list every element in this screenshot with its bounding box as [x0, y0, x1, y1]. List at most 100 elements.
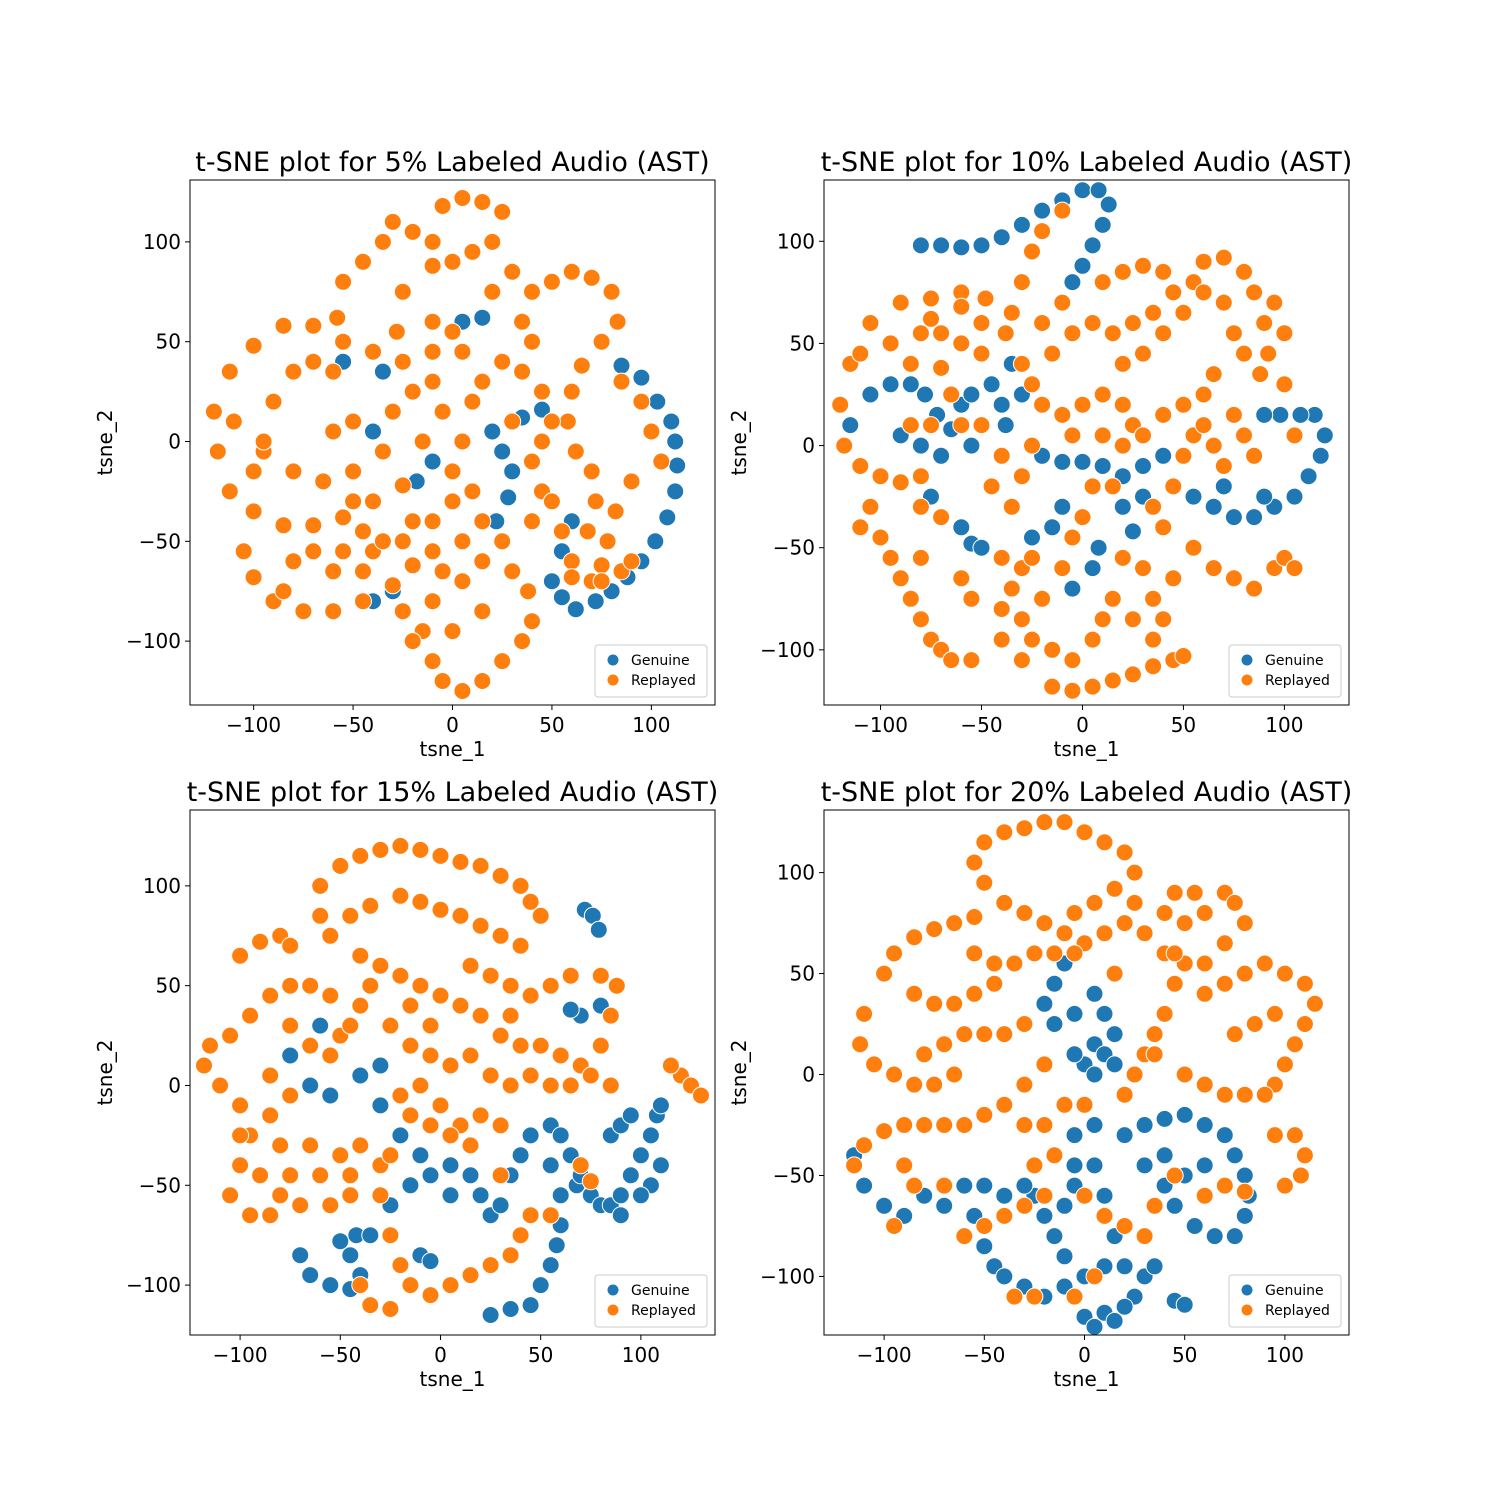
point-replayed-6 [208, 442, 227, 461]
legend-label-replayed: Replayed [631, 673, 696, 689]
point-replayed-46 [391, 836, 410, 855]
point-genuine-14 [1063, 273, 1082, 292]
point-replayed-146 [373, 532, 392, 551]
point-replayed-49 [513, 312, 532, 331]
point-replayed-103 [1285, 1126, 1304, 1145]
point-replayed-78 [1235, 914, 1254, 933]
point-replayed-151 [922, 309, 940, 328]
point-replayed-66 [234, 542, 253, 561]
point-replayed-69 [1245, 283, 1264, 302]
point-replayed-111 [955, 1227, 974, 1246]
point-replayed-62 [451, 906, 470, 925]
point-replayed-144 [433, 562, 452, 581]
point-replayed-1 [851, 1035, 870, 1054]
point-replayed-29 [373, 232, 392, 251]
point-replayed-154 [1154, 405, 1173, 424]
point-replayed-33 [942, 651, 961, 670]
point-replayed-126 [1065, 1287, 1084, 1306]
point-replayed-35 [321, 1196, 340, 1215]
point-replayed-74 [423, 542, 442, 561]
point-replayed-35 [851, 518, 870, 537]
point-replayed-95 [453, 572, 472, 591]
point-replayed-42 [311, 876, 330, 895]
point-replayed-65 [511, 936, 530, 955]
point-replayed-63 [471, 916, 490, 935]
point-replayed-102 [542, 412, 561, 431]
point-genuine-29 [1045, 1227, 1064, 1246]
point-replayed-63 [1154, 324, 1173, 343]
point-replayed-67 [1035, 1116, 1054, 1134]
point-genuine-50 [1135, 1116, 1154, 1134]
point-genuine-9 [1089, 181, 1108, 200]
point-replayed-116 [324, 562, 343, 581]
point-genuine-26 [364, 422, 382, 441]
point-replayed-11 [945, 914, 964, 933]
point-genuine-49 [1184, 487, 1203, 506]
point-replayed-53 [1093, 273, 1112, 292]
point-replayed-96 [473, 552, 492, 571]
point-replayed-30 [354, 252, 372, 271]
point-replayed-120 [1145, 1196, 1164, 1215]
x-tick-label: −50 [319, 1343, 361, 1367]
point-replayed-4 [905, 1075, 924, 1094]
point-genuine-17 [421, 1166, 440, 1185]
point-genuine-62 [371, 1096, 390, 1115]
point-replayed-110 [461, 1266, 480, 1285]
point-replayed-94 [992, 600, 1011, 618]
point-genuine-65 [541, 1156, 560, 1175]
scatter-points [204, 189, 687, 700]
point-replayed-56 [592, 332, 611, 351]
point-replayed-28 [975, 873, 994, 892]
point-replayed-42 [453, 189, 472, 207]
point-replayed-6 [831, 395, 850, 414]
point-replayed-139 [483, 282, 502, 301]
point-replayed-58 [995, 1095, 1014, 1114]
point-genuine-56 [1311, 446, 1330, 465]
point-replayed-90 [519, 582, 538, 601]
point-replayed-126 [552, 522, 571, 541]
point-replayed-36 [911, 497, 930, 516]
legend-marker-replayed [607, 674, 619, 686]
point-replayed-88 [513, 632, 532, 651]
point-replayed-135 [1043, 677, 1062, 696]
point-replayed-34 [403, 222, 422, 241]
point-genuine-6 [666, 482, 685, 501]
x-tick-label: −50 [960, 713, 1002, 737]
point-replayed-53 [582, 268, 601, 287]
point-replayed-74 [1185, 883, 1204, 902]
axes-frame [823, 809, 1350, 1336]
point-replayed-110 [463, 482, 482, 501]
point-replayed-136 [364, 342, 382, 361]
point-replayed-121 [1214, 457, 1233, 475]
point-replayed-44 [351, 846, 370, 865]
point-replayed-98 [391, 1086, 410, 1105]
point-genuine-2 [589, 920, 608, 939]
point-replayed-29 [965, 853, 984, 872]
subplot-2: t-SNE plot for 10% Labeled Audio (AST) −1… [727, 147, 1352, 761]
x-tick-label: −50 [963, 1343, 1005, 1367]
point-replayed-101 [1103, 589, 1122, 608]
point-replayed-131 [224, 412, 243, 431]
point-replayed-93 [521, 1066, 540, 1085]
point-replayed-0 [204, 402, 223, 421]
point-genuine-38 [1115, 1257, 1134, 1276]
point-replayed-114 [521, 1206, 540, 1225]
point-replayed-89 [441, 1056, 460, 1075]
point-replayed-61 [431, 900, 450, 919]
point-replayed-42 [1023, 242, 1041, 261]
point-genuine-7 [1105, 1025, 1124, 1044]
point-replayed-37 [1115, 843, 1134, 862]
scatter-points [831, 181, 1334, 700]
point-replayed-27 [321, 1046, 340, 1065]
point-genuine-48 [1175, 1295, 1194, 1314]
point-replayed-122 [606, 502, 625, 521]
y-tick-label: −50 [139, 529, 181, 553]
legend-box [1228, 1274, 1342, 1328]
point-replayed-87 [401, 1036, 420, 1055]
point-replayed-110 [935, 1176, 954, 1195]
point-replayed-67 [371, 956, 390, 975]
point-replayed-57 [341, 906, 360, 925]
point-replayed-115 [491, 1166, 510, 1185]
point-replayed-44 [493, 202, 512, 221]
